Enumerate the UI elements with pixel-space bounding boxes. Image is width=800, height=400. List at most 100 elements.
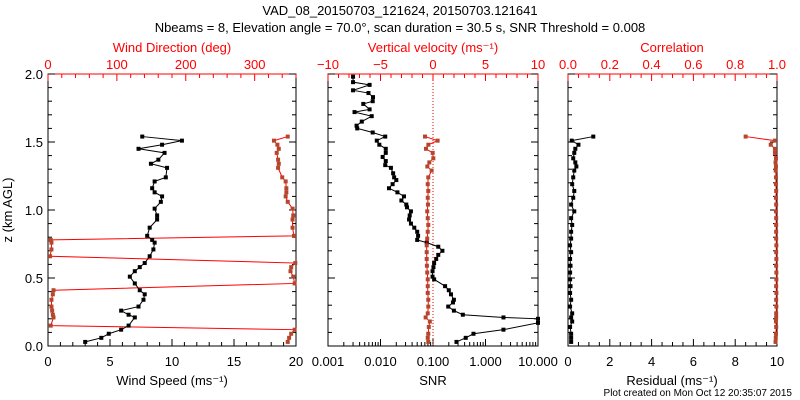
- wind-direction-point: [49, 304, 54, 309]
- snr-point: [355, 126, 360, 131]
- wind-speed-point: [179, 138, 184, 143]
- snr-point: [383, 159, 388, 164]
- correlation-point: [773, 164, 778, 169]
- correlation-point: [768, 142, 773, 147]
- top-x-tick-label: 0.2: [601, 57, 619, 72]
- snr-point: [383, 146, 388, 151]
- snr-point: [366, 91, 371, 96]
- vertical-velocity-point: [426, 188, 431, 193]
- residual-point: [568, 243, 573, 248]
- residual-point: [568, 256, 573, 261]
- snr-point: [404, 202, 409, 207]
- residual-point: [572, 150, 577, 155]
- wind-direction-point: [283, 179, 288, 184]
- vertical-velocity-point: [426, 142, 431, 147]
- correlation-point: [773, 160, 778, 165]
- snr-point: [501, 315, 506, 320]
- residual-point: [568, 284, 573, 289]
- vertical-velocity-point: [425, 277, 430, 282]
- snr-point: [359, 119, 364, 124]
- top-x-tick-label: 5: [482, 57, 489, 72]
- wind-direction-axis-label: Wind Direction (deg): [113, 40, 232, 55]
- residual-axis-label: Residual (ms⁻¹): [626, 373, 717, 388]
- vertical-velocity-point: [425, 236, 430, 241]
- residual-point: [568, 290, 573, 295]
- wind-direction-point: [291, 233, 296, 238]
- correlation-point: [774, 315, 779, 320]
- wind-speed-point: [160, 142, 165, 147]
- correlation-point: [773, 156, 778, 161]
- wind-speed-point: [150, 186, 155, 191]
- x-tick-label: 1.000: [469, 354, 502, 369]
- snr-point: [392, 175, 397, 180]
- wind-speed-point: [132, 315, 137, 320]
- residual-point: [574, 164, 579, 169]
- correlation-point: [774, 324, 779, 329]
- vertical-velocity-point: [425, 290, 430, 295]
- wind-direction-point: [51, 288, 56, 293]
- wind-speed-point: [150, 237, 155, 242]
- snr-point: [354, 123, 359, 128]
- snr-point: [390, 182, 395, 187]
- correlation-point: [774, 290, 779, 295]
- x-tick-label: 0: [44, 354, 51, 369]
- wind-speed-point: [155, 217, 160, 222]
- vertical-velocity-point: [425, 164, 430, 169]
- panel-frame-2: [567, 73, 778, 347]
- wind-speed-point: [155, 213, 160, 218]
- top-x-tick-label: 100: [106, 57, 128, 72]
- residual-point: [591, 134, 596, 139]
- wind-speed-point: [83, 339, 88, 344]
- vertical-velocity-point: [426, 324, 431, 329]
- x-tick-label: 20: [289, 354, 303, 369]
- snr-point: [405, 205, 410, 210]
- top-x-tick-label: 0.4: [643, 57, 661, 72]
- residual-point: [569, 297, 574, 302]
- vertical-velocity-point: [435, 138, 440, 143]
- residual-point: [569, 335, 574, 340]
- snr-point: [367, 82, 372, 87]
- x-tick-label: 10.000: [518, 354, 558, 369]
- vertical-velocity-point: [425, 229, 430, 234]
- y-tick-label: 1.0: [25, 203, 43, 218]
- wind-speed-point: [152, 206, 157, 211]
- wind-speed-point: [147, 254, 152, 259]
- snr-point: [431, 265, 436, 270]
- residual-point: [572, 209, 577, 214]
- correlation-point: [774, 297, 779, 302]
- wind-direction-point: [276, 157, 281, 162]
- wind-direction-point: [51, 315, 56, 320]
- wind-speed-point: [127, 274, 132, 279]
- correlation-point: [773, 319, 778, 324]
- correlation-point: [772, 146, 777, 151]
- snr-point: [436, 244, 441, 249]
- snr-point: [416, 233, 421, 238]
- snr-point: [370, 99, 375, 104]
- snr-point: [367, 107, 372, 112]
- y-tick-label: 0.0: [25, 339, 43, 354]
- correlation-point: [774, 243, 779, 248]
- wind-direction-point: [48, 237, 53, 242]
- residual-point: [569, 315, 574, 320]
- wind-direction-point: [290, 225, 295, 230]
- correlation-point: [774, 256, 779, 261]
- wind-speed-point: [160, 194, 165, 199]
- snr-point: [430, 274, 435, 279]
- wind-direction-point: [289, 331, 294, 336]
- snr-point: [374, 138, 379, 143]
- wind-speed-point: [162, 150, 167, 155]
- vertical-velocity-point: [430, 150, 435, 155]
- snr-point: [451, 297, 456, 302]
- x-tick-label: 10: [165, 354, 179, 369]
- correlation-point: [773, 195, 778, 200]
- wind-direction-point: [285, 134, 290, 139]
- vertical-velocity-point: [423, 315, 428, 320]
- correlation-point: [774, 250, 779, 255]
- correlation-line: [745, 136, 777, 342]
- wind-speed-point: [136, 304, 141, 309]
- snr-point: [446, 304, 451, 309]
- wind-direction-point: [292, 327, 297, 332]
- snr-point: [440, 248, 445, 253]
- x-tick-label: 8: [732, 354, 739, 369]
